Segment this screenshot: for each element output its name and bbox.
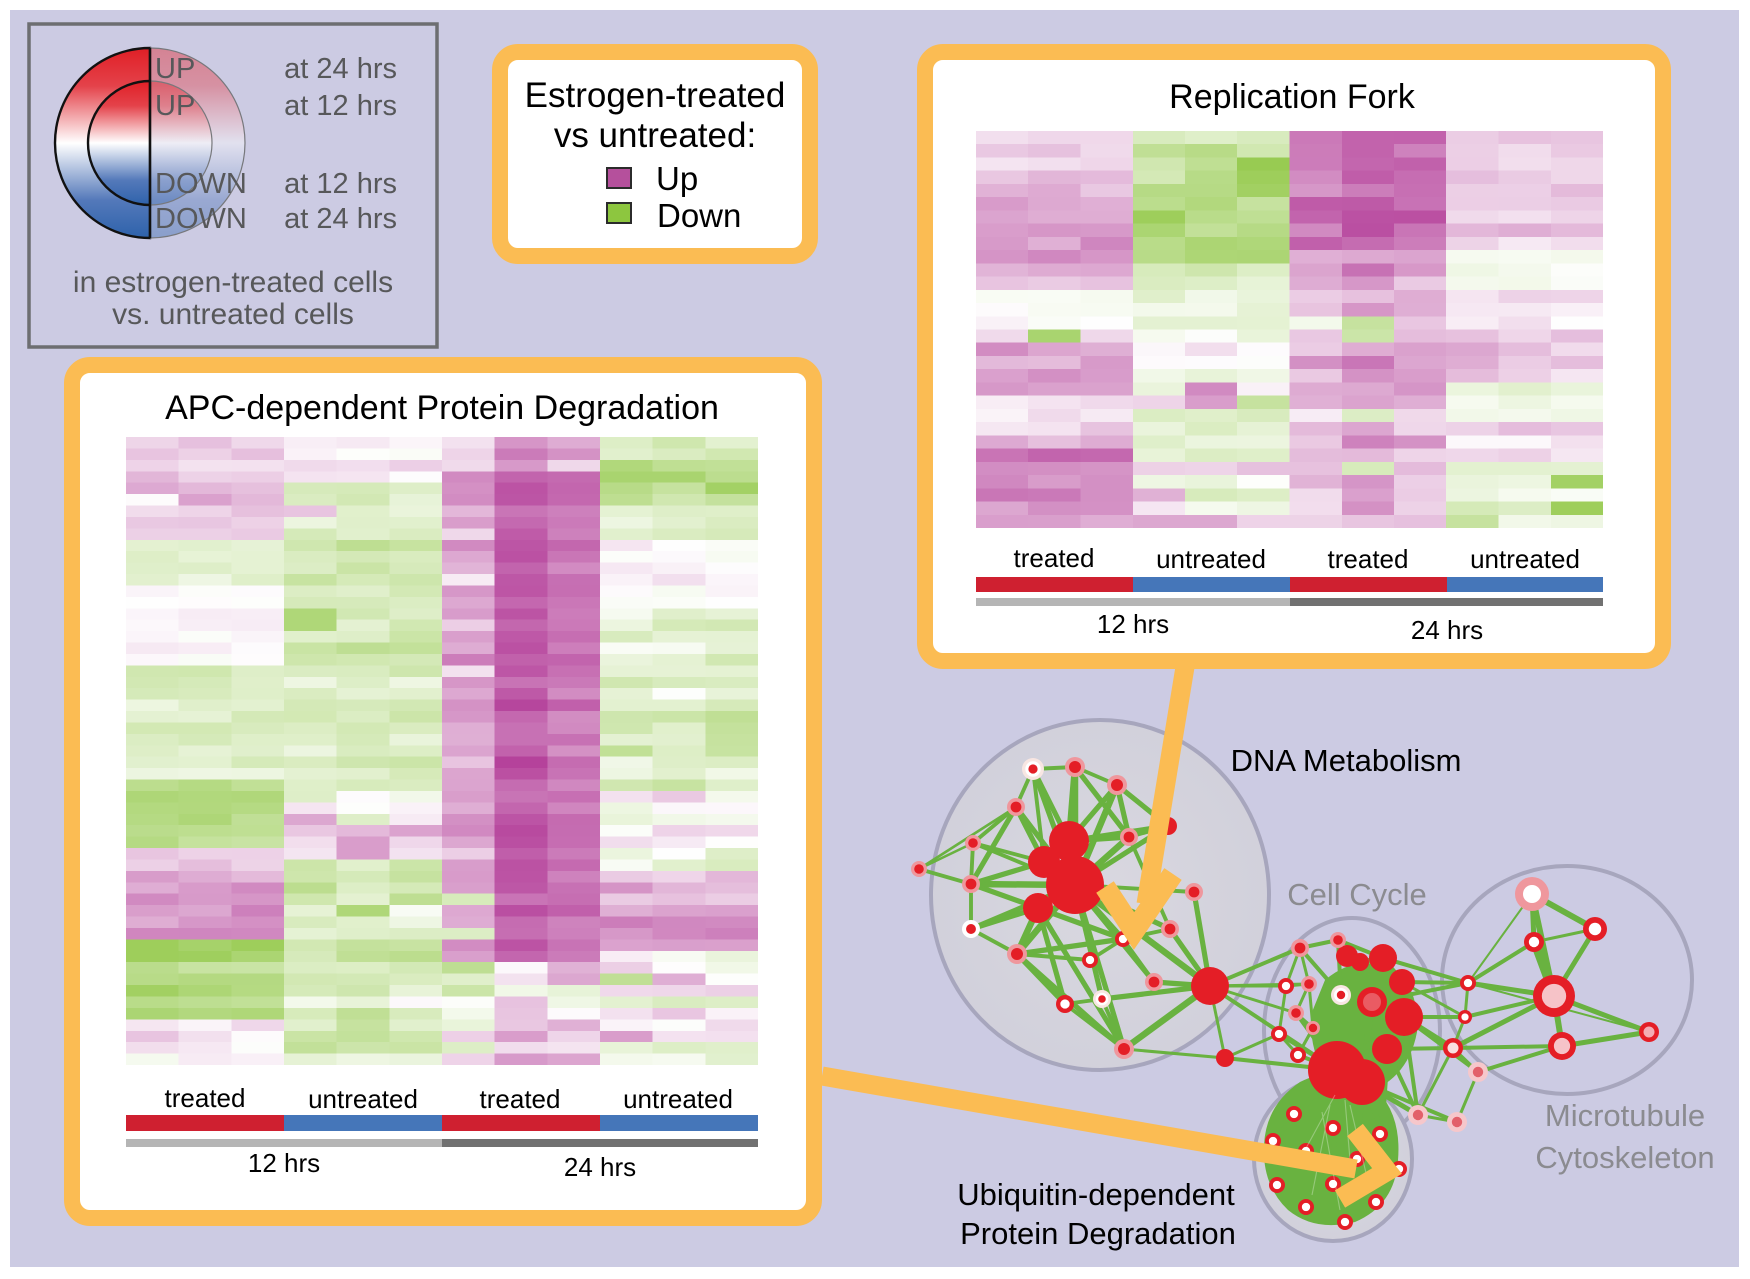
svg-text:at 12 hrs: at 12 hrs	[284, 168, 397, 200]
svg-text:untreated: untreated	[623, 1084, 733, 1114]
svg-text:treated: treated	[1014, 543, 1095, 573]
svg-text:Microtubule: Microtubule	[1545, 1098, 1705, 1133]
svg-text:treated: treated	[1328, 544, 1409, 574]
svg-text:24 hrs: 24 hrs	[564, 1152, 636, 1182]
svg-text:Down: Down	[657, 197, 741, 234]
svg-text:Cytoskeleton: Cytoskeleton	[1535, 1140, 1714, 1175]
svg-text:Ubiquitin-dependent: Ubiquitin-dependent	[957, 1177, 1235, 1212]
svg-text:Estrogen-treated: Estrogen-treated	[525, 76, 786, 115]
svg-text:treated: treated	[480, 1084, 561, 1114]
svg-text:at 24 hrs: at 24 hrs	[284, 203, 397, 235]
svg-text:untreated: untreated	[1156, 544, 1266, 574]
svg-text:Replication Fork: Replication Fork	[1169, 78, 1416, 116]
svg-text:DNA Metabolism: DNA Metabolism	[1231, 743, 1462, 778]
svg-text:at 24 hrs: at 24 hrs	[284, 53, 397, 85]
svg-text:Up: Up	[656, 160, 698, 197]
svg-text:DOWN: DOWN	[155, 203, 247, 235]
svg-text:untreated: untreated	[308, 1084, 418, 1114]
svg-text:vs untreated:: vs untreated:	[554, 116, 756, 155]
svg-text:12 hrs: 12 hrs	[248, 1148, 320, 1178]
svg-text:12 hrs: 12 hrs	[1097, 609, 1169, 639]
svg-text:APC-dependent Protein Degradat: APC-dependent Protein Degradation	[165, 389, 719, 427]
svg-text:vs. untreated cells: vs. untreated cells	[112, 298, 354, 331]
svg-text:24 hrs: 24 hrs	[1411, 615, 1483, 645]
svg-text:Protein Degradation: Protein Degradation	[960, 1216, 1236, 1251]
svg-text:DOWN: DOWN	[155, 168, 247, 200]
svg-text:treated: treated	[165, 1083, 246, 1113]
svg-text:untreated: untreated	[1470, 544, 1580, 574]
svg-text:in estrogen-treated cells: in estrogen-treated cells	[73, 266, 393, 299]
svg-text:Cell Cycle: Cell Cycle	[1287, 877, 1427, 912]
svg-text:at 12 hrs: at 12 hrs	[284, 90, 397, 122]
svg-text:UP: UP	[155, 53, 195, 85]
svg-text:UP: UP	[155, 90, 195, 122]
